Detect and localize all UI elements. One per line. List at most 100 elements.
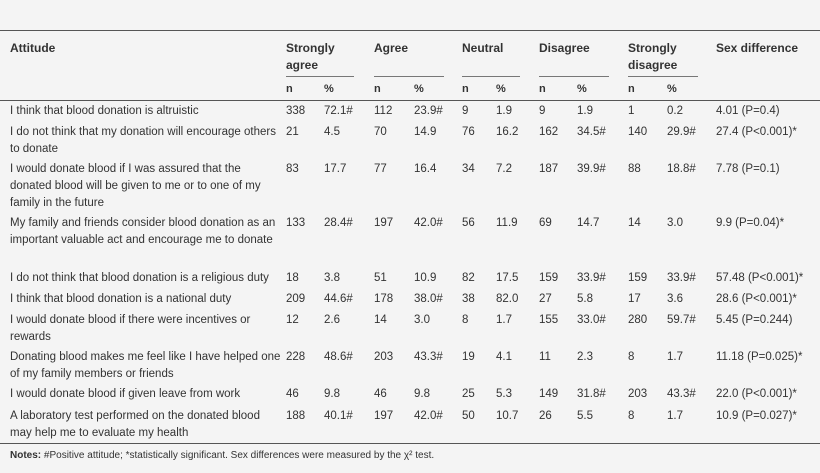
attitude-cell: I do not think that blood donation is a … [10,272,269,284]
count-cell-sa: 228 [286,351,306,363]
col-header-neutral: Neutral [462,41,504,55]
percent-cell-d: 39.9# [577,163,606,175]
count-cell-sd: 8 [628,410,635,422]
percent-cell-d: 33.9# [577,272,606,284]
sex-difference-cell: 7.78 (P=0.1) [716,163,780,175]
sex-difference-cell: 11.18 (P=0.025)* [716,351,803,363]
percent-cell-d: 34.5# [577,126,606,138]
count-cell-sd: 8 [628,351,635,363]
percent-cell-d: 33.0# [577,314,606,326]
attitude-cell: I think that blood donation is a nationa… [10,293,232,305]
percent-cell-d: 31.8# [577,388,606,400]
percent-cell-ne: 11.9 [496,217,518,229]
count-cell-d: 69 [539,217,552,229]
percent-cell-a: 3.0 [414,314,430,326]
percent-cell-sa: 28.4# [324,217,353,229]
subheader-percent: % [414,83,424,95]
count-cell-a: 197 [374,410,394,422]
attitude-cell: A laboratory test performed on the donat… [10,410,260,439]
count-cell-sa: 46 [286,388,299,400]
percent-cell-ne: 1.9 [496,105,512,117]
count-cell-d: 187 [539,163,559,175]
percent-cell-ne: 7.2 [496,163,512,175]
count-cell-a: 178 [374,293,394,305]
notes-text: #Positive attitude; *statistically signi… [43,450,435,461]
count-cell-ne: 56 [462,217,475,229]
percent-cell-ne: 5.3 [496,388,512,400]
subheader-rule-strongly-agree [286,76,354,77]
sex-difference-cell: 28.6 (P<0.001)* [716,293,797,305]
subheader-rule-agree [374,76,444,77]
percent-cell-ne: 10.7 [496,410,519,422]
count-cell-d: 9 [539,105,546,117]
count-cell-a: 14 [374,314,387,326]
count-cell-sd: 17 [628,293,641,305]
sex-difference-cell: 57.48 (P<0.001)* [716,272,804,284]
sex-difference-cell: 9.9 (P=0.04)* [716,217,785,229]
count-cell-sd: 88 [628,163,641,175]
col-header-strongly-disagree-line2: disagree [628,58,678,72]
count-cell-ne: 38 [462,293,475,305]
count-cell-d: 11 [539,351,551,363]
col-header-disagree: Disagree [539,41,590,55]
col-header-strongly-agree-line2: agree [286,58,319,72]
count-cell-a: 46 [374,388,387,400]
percent-cell-a: 43.3# [414,351,443,363]
subheader-rule-disagree [539,76,609,77]
header-bottom-rule [0,100,820,101]
subheader-n: n [374,83,381,95]
count-cell-d: 159 [539,272,559,284]
col-header-strongly-agree-line1: Strongly [286,41,335,55]
percent-cell-sd: 3.6 [667,293,683,305]
percent-cell-a: 42.0# [414,410,443,422]
count-cell-sd: 280 [628,314,648,326]
col-header-agree: Agree [374,41,409,55]
attitude-cell: I would donate blood if given leave from… [10,388,241,400]
percent-cell-sd: 43.3# [667,388,696,400]
percent-cell-d: 14.7 [577,217,600,229]
count-cell-a: 70 [374,126,387,138]
sex-difference-cell: 5.45 (P=0.244) [716,314,793,326]
count-cell-a: 203 [374,351,394,363]
count-cell-sd: 159 [628,272,648,284]
count-cell-d: 162 [539,126,559,138]
percent-cell-a: 16.4 [414,163,437,175]
notes-label: Notes: [10,450,42,461]
percent-cell-d: 1.9 [577,105,593,117]
count-cell-sa: 133 [286,217,306,229]
count-cell-sa: 209 [286,293,306,305]
percent-cell-sa: 48.6# [324,351,353,363]
subheader-n: n [628,83,635,95]
percent-cell-ne: 17.5 [496,272,519,284]
count-cell-ne: 8 [462,314,469,326]
count-cell-sd: 14 [628,217,641,229]
sex-difference-cell: 27.4 (P<0.001)* [716,126,797,138]
count-cell-ne: 50 [462,410,475,422]
percent-cell-sd: 33.9# [667,272,696,284]
count-cell-ne: 34 [462,163,475,175]
subheader-n: n [286,83,293,95]
percent-cell-ne: 82.0 [496,293,519,305]
percent-cell-d: 5.5 [577,410,593,422]
subheader-percent: % [324,83,334,95]
count-cell-d: 27 [539,293,552,305]
count-cell-d: 155 [539,314,559,326]
count-cell-ne: 19 [462,351,475,363]
percent-cell-a: 10.9 [414,272,437,284]
percent-cell-sa: 72.1# [324,105,353,117]
percent-cell-sa: 17.7 [324,163,347,175]
percent-cell-sa: 3.8 [324,272,340,284]
col-header-sex-difference: Sex difference [716,41,799,55]
count-cell-sa: 18 [286,272,299,284]
count-cell-ne: 25 [462,388,475,400]
count-cell-ne: 9 [462,105,469,117]
percent-cell-sd: 29.9# [667,126,696,138]
sex-difference-cell: 4.01 (P=0.4) [716,105,780,117]
subheader-percent: % [577,83,587,95]
subheader-rule-neutral [462,76,520,77]
percent-cell-ne: 16.2 [496,126,519,138]
percent-cell-ne: 1.7 [496,314,512,326]
percent-cell-sd: 1.7 [667,410,683,422]
count-cell-ne: 82 [462,272,475,284]
